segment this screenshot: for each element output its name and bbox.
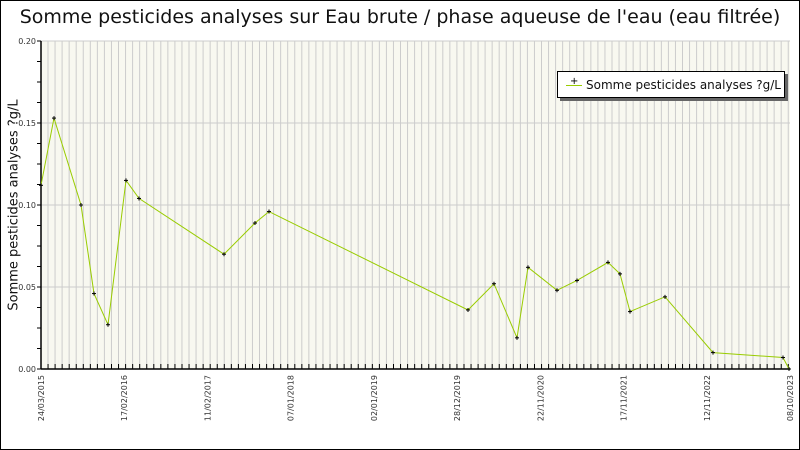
- data-point-marker: [555, 288, 559, 293]
- data-point-marker: [606, 260, 610, 265]
- data-point-marker: [253, 221, 257, 226]
- y-axis-label: Somme pesticides analyses ?g/L: [6, 99, 22, 311]
- data-point-marker: [711, 350, 715, 355]
- data-point-marker: [526, 265, 530, 270]
- x-tick-label: 02/01/2019: [370, 375, 379, 421]
- y-tick-label: 0.15: [18, 119, 36, 128]
- data-point-marker: [39, 183, 43, 188]
- data-point-marker: [52, 116, 56, 121]
- x-tick-label: 11/02/2017: [203, 375, 212, 421]
- data-point-marker: [618, 271, 622, 276]
- legend-line-marker-icon: [564, 76, 584, 90]
- data-point-marker: [124, 178, 128, 183]
- data-point-marker: [137, 196, 141, 201]
- x-tick-label: 17/02/2016: [120, 375, 129, 421]
- data-point-marker: [492, 281, 496, 286]
- x-tick-label: 08/10/2023: [786, 375, 795, 421]
- data-point-marker: [628, 309, 632, 314]
- data-point-marker: [575, 278, 579, 283]
- y-tick-label: 0.00: [18, 365, 36, 374]
- data-point-marker: [466, 307, 470, 312]
- data-point-marker: [106, 322, 110, 327]
- legend: Somme pesticides analyses ?g/L: [557, 71, 785, 98]
- y-tick-label: 0.20: [18, 37, 36, 46]
- x-tick-label: 22/11/2020: [536, 375, 545, 421]
- data-point-marker: [787, 367, 791, 371]
- x-tick-label: 12/11/2022: [703, 375, 712, 421]
- x-tick-label: 24/03/2015: [37, 375, 46, 421]
- data-point-marker: [79, 203, 83, 207]
- y-tick-label: 0.05: [18, 283, 36, 292]
- data-point-marker: [781, 355, 785, 360]
- data-point-marker: [515, 335, 519, 340]
- data-point-marker: [222, 252, 226, 257]
- x-tick-label: 07/01/2018: [287, 375, 296, 421]
- data-point-marker: [92, 291, 96, 296]
- data-point-marker: [267, 209, 271, 214]
- chart-title: Somme pesticides analyses sur Eau brute …: [19, 6, 781, 28]
- x-tick-label: 28/12/2019: [453, 375, 462, 421]
- x-tick-label: 17/11/2021: [620, 375, 629, 421]
- data-point-marker: [663, 294, 667, 299]
- y-tick-label: 0.10: [18, 201, 36, 210]
- legend-label: Somme pesticides analyses ?g/L: [586, 77, 781, 92]
